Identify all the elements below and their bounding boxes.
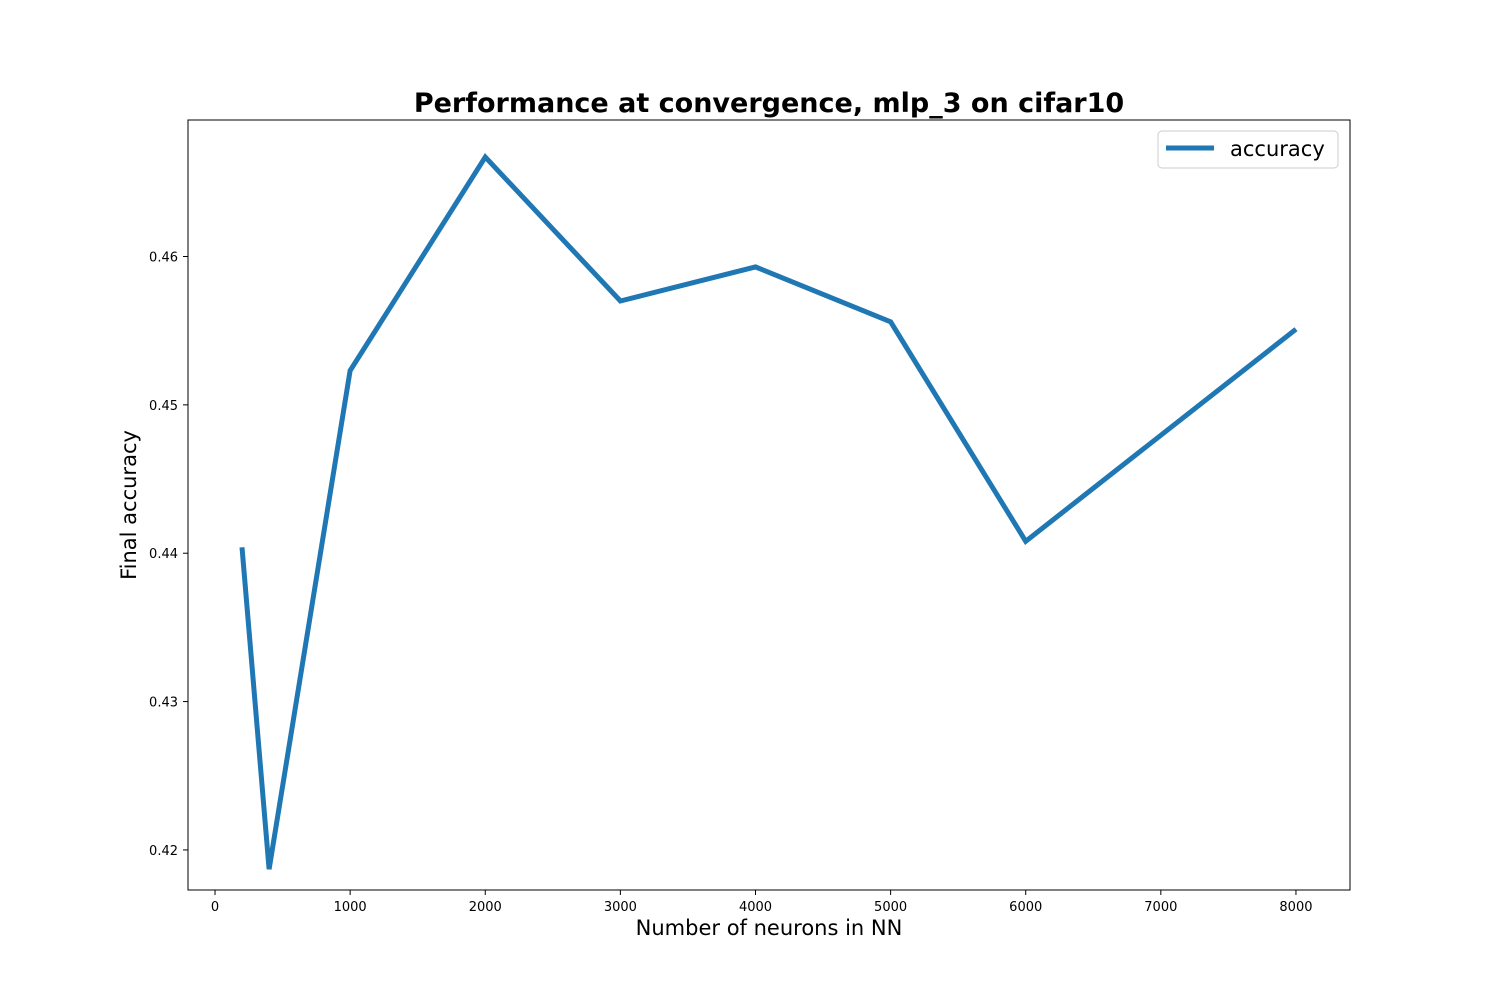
series-layer	[239, 153, 1298, 870]
legend-label: accuracy	[1230, 137, 1325, 161]
plot-area-frame	[187, 119, 1351, 891]
y-axis-label: Final accuracy	[117, 430, 141, 580]
x-tick-label: 8000	[1279, 900, 1312, 915]
series-line-accuracy	[239, 153, 1298, 870]
legend-box	[1157, 130, 1339, 169]
legend: accuracy	[1157, 130, 1339, 169]
y-axis-ticks: 0.42 0.43 0.44 0.45 0.46	[149, 250, 188, 859]
x-tick-label: 7000	[1144, 900, 1177, 915]
y-tick-label: 0.45	[149, 399, 178, 414]
x-tick-label: 1000	[334, 900, 367, 915]
x-tick-label: 0	[211, 900, 219, 915]
x-tick-label: 6000	[1009, 900, 1042, 915]
x-tick-label: 5000	[874, 900, 907, 915]
y-tick-label: 0.42	[149, 844, 178, 859]
y-tick-label: 0.44	[149, 547, 178, 562]
x-axis-ticks: 0 1000 2000 3000 4000 5000 6000 7000 8000	[211, 890, 1313, 915]
x-tick-label: 2000	[469, 900, 502, 915]
x-tick-label: 3000	[604, 900, 637, 915]
chart-title: Performance at convergence, mlp_3 on cif…	[414, 88, 1124, 119]
x-axis-label: Number of neurons in NN	[636, 916, 903, 940]
x-tick-label: 4000	[739, 900, 772, 915]
y-tick-label: 0.46	[149, 250, 178, 265]
y-tick-label: 0.43	[149, 696, 178, 711]
